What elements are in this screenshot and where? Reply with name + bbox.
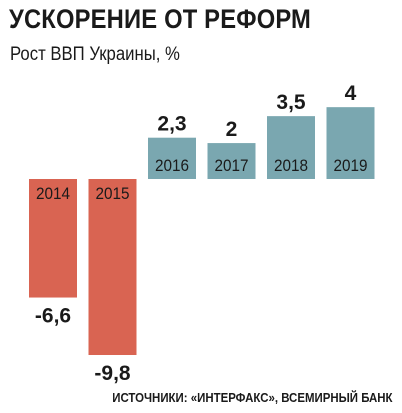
year-label-2015: 2015 xyxy=(95,184,129,203)
bar-2018 xyxy=(267,116,315,179)
value-label-2019: 4 xyxy=(345,82,357,105)
bar-2019 xyxy=(326,107,375,179)
bar-2015 xyxy=(88,179,137,356)
bar-2016 xyxy=(148,137,196,179)
value-label-2018: 3,5 xyxy=(276,91,306,114)
value-label-2014: -6,6 xyxy=(35,305,71,328)
source-note: ИСТОЧНИКИ: «ИНТЕРФАКС», ВСЕМИРНЫЙ БАНК xyxy=(111,390,392,405)
bar-2014 xyxy=(29,179,77,298)
year-label-2019: 2019 xyxy=(333,156,367,175)
chart-title: УСКОРЕНИЕ ОТ РЕФОРМ xyxy=(9,4,312,34)
year-label-2017: 2017 xyxy=(214,156,248,175)
value-label-2017: 2 xyxy=(226,118,238,141)
year-label-2014: 2014 xyxy=(36,184,70,203)
year-label-2018: 2018 xyxy=(274,156,308,175)
value-label-2015: -9,8 xyxy=(94,362,131,385)
bar-2017 xyxy=(207,143,256,179)
year-label-2016: 2016 xyxy=(155,156,189,175)
chart-subtitle: Рост ВВП Украины, % xyxy=(10,44,180,65)
value-label-2016: 2,3 xyxy=(157,113,186,136)
